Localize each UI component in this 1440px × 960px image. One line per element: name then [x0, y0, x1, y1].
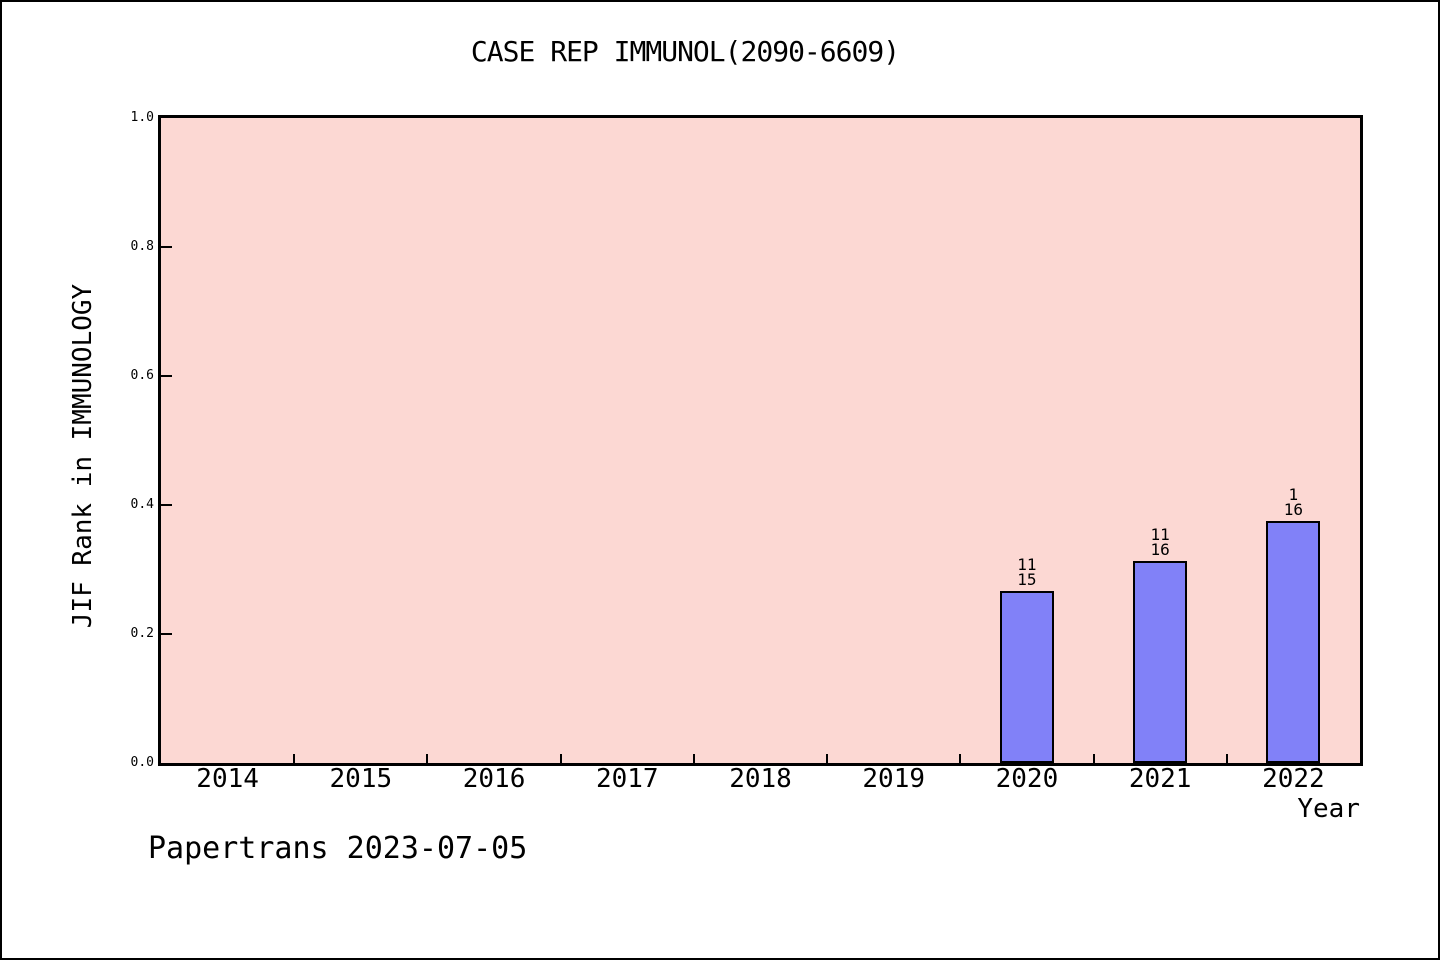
y-tick	[161, 375, 172, 377]
x-tick	[293, 754, 296, 763]
y-tick-label: 0.2	[130, 626, 154, 641]
bar-value-label: 11 16	[1150, 525, 1170, 559]
bar	[1266, 521, 1321, 763]
chart-title: CASE REP IMMUNOL(2090-6609)	[470, 35, 900, 68]
x-tick-label: 2019	[862, 764, 926, 794]
x-tick-label: 2014	[196, 764, 259, 794]
x-axis-label: Year	[1297, 794, 1360, 824]
x-tick	[1225, 754, 1228, 763]
y-tick-label: 0.8	[130, 239, 154, 254]
y-tick-label: 1.0	[130, 110, 154, 125]
x-tick-label: 2015	[329, 764, 393, 794]
y-tick	[161, 246, 172, 248]
x-tick-label: 2022	[1262, 764, 1325, 794]
y-axis-label: JIF Rank in IMMUNOLOGY	[68, 283, 98, 629]
x-tick-label: 2020	[995, 764, 1059, 794]
x-tick	[426, 754, 429, 763]
x-tick	[959, 754, 962, 763]
x-tick	[1092, 754, 1095, 763]
y-tick-label: 0.4	[130, 497, 154, 512]
y-tick	[161, 504, 172, 506]
y-tick-label: 0.0	[130, 755, 154, 770]
plot-inner: 11 15 11 16 1 16	[161, 118, 1360, 763]
x-tick-label: 2017	[595, 764, 659, 794]
y-tick-label: 0.6	[130, 368, 154, 383]
bar-value-label: 1 16	[1283, 485, 1303, 519]
x-tick-label: 2021	[1128, 764, 1192, 794]
x-tick-label: 2016	[462, 764, 526, 794]
footer-watermark: Papertrans 2023-07-05	[148, 831, 528, 866]
bar	[999, 591, 1054, 763]
bar	[1133, 561, 1188, 763]
x-tick	[559, 754, 562, 763]
x-tick	[826, 754, 829, 763]
x-tick	[692, 754, 695, 763]
y-tick	[161, 633, 172, 635]
bar-value-label: 11 15	[1017, 555, 1037, 589]
x-tick-label: 2018	[729, 764, 792, 794]
